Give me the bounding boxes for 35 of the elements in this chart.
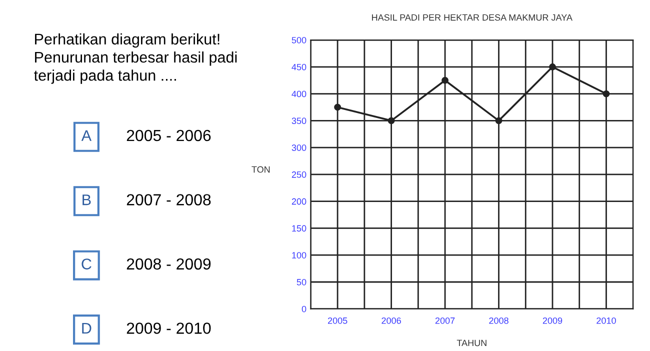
y-tick-label: 350 (292, 118, 306, 124)
y-axis-title: TON (252, 166, 270, 173)
text: 2007 - 2008 (126, 194, 211, 206)
x-tick-label: 2005 (328, 317, 348, 324)
y-tick-label: 300 (292, 144, 306, 151)
text: 2005 - 2006 (126, 130, 211, 142)
text: A (81, 130, 92, 141)
x-tick-label: 2007 (435, 317, 455, 324)
y-tick-label: 0 (302, 306, 306, 312)
y-tick-label: 150 (292, 225, 306, 232)
chart-title: HASIL PADI PER HEKTAR DESA MAKMUR JAYA (372, 14, 572, 21)
y-tick-label: 400 (292, 90, 306, 98)
text: Perhatikan diagram berikut! Penurunan terbesar hasil padi terjadi pada tahun .... (34, 33, 237, 84)
y-tick-label: 500 (292, 36, 306, 44)
y-tick-label: 200 (292, 198, 306, 205)
text: D (82, 323, 92, 334)
x-axis-title: TAHUN (456, 340, 486, 346)
x-tick-label: 2008 (489, 317, 508, 324)
point (388, 117, 395, 124)
y-tick-label: 50 (296, 278, 306, 286)
x-tick-label: 2010 (596, 317, 616, 324)
x-tick-label: 2009 (542, 317, 562, 324)
text: 2009 - 2010 (126, 322, 211, 334)
point (442, 76, 449, 84)
y-tick-label: 250 (292, 171, 306, 178)
point (495, 117, 502, 124)
point (549, 63, 556, 70)
y-tick-label: 100 (292, 252, 306, 258)
text: 2008 - 2009 (126, 258, 211, 270)
x-tick-label: 2006 (382, 317, 401, 324)
point (602, 90, 610, 98)
y-tick-label: 450 (292, 64, 306, 70)
text: C (82, 258, 92, 270)
point (334, 104, 342, 111)
text: B (82, 194, 91, 206)
